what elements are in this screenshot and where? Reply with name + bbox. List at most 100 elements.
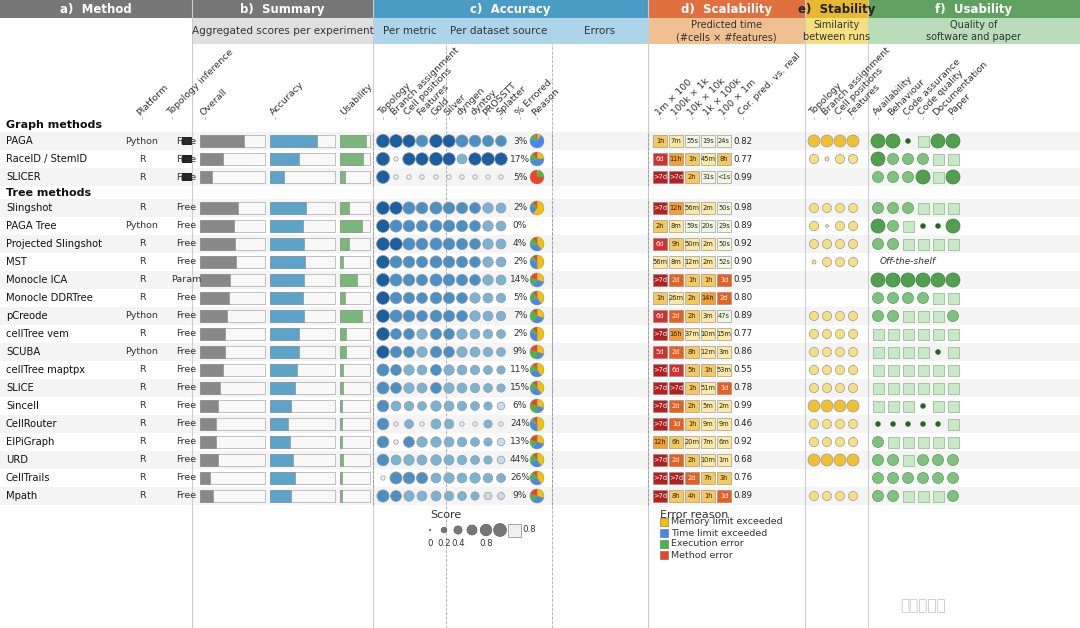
Wedge shape	[530, 244, 541, 251]
Text: Free: Free	[176, 222, 197, 230]
Circle shape	[390, 238, 402, 251]
Circle shape	[391, 328, 402, 339]
Circle shape	[888, 293, 899, 303]
Text: 45m: 45m	[701, 156, 715, 162]
Circle shape	[430, 256, 442, 268]
Circle shape	[391, 490, 402, 501]
Circle shape	[473, 175, 477, 179]
Wedge shape	[530, 472, 537, 480]
Bar	[717, 400, 731, 412]
Circle shape	[920, 224, 926, 229]
Text: 26%: 26%	[510, 474, 530, 482]
Circle shape	[469, 135, 481, 147]
Bar	[340, 171, 370, 183]
Bar	[701, 292, 715, 304]
Circle shape	[394, 175, 399, 179]
Text: 0.89: 0.89	[733, 222, 753, 230]
Text: Free: Free	[176, 203, 197, 212]
Wedge shape	[530, 273, 537, 280]
Text: 2m: 2m	[703, 205, 714, 211]
Bar	[270, 382, 295, 394]
Bar	[701, 400, 715, 412]
Bar	[200, 202, 265, 214]
Circle shape	[407, 175, 411, 179]
Circle shape	[483, 203, 494, 213]
Bar	[653, 292, 667, 304]
Text: 0.99: 0.99	[733, 173, 753, 181]
Text: Paper: Paper	[947, 92, 972, 117]
Text: 8m: 8m	[671, 259, 681, 265]
Text: 0.90: 0.90	[733, 257, 753, 266]
Circle shape	[457, 274, 468, 286]
Text: 50s: 50s	[718, 241, 730, 247]
Circle shape	[834, 135, 846, 147]
Circle shape	[417, 365, 427, 375]
Circle shape	[390, 134, 403, 148]
Text: >7d: >7d	[669, 385, 683, 391]
Bar	[0, 487, 1080, 505]
Circle shape	[497, 438, 504, 446]
Bar	[340, 328, 370, 340]
Circle shape	[888, 202, 899, 214]
Text: 31s: 31s	[702, 174, 714, 180]
Text: R: R	[138, 239, 146, 249]
Bar	[918, 436, 929, 448]
Text: R: R	[138, 492, 146, 501]
Bar	[717, 436, 731, 448]
Bar	[340, 292, 345, 304]
Text: 55s: 55s	[686, 138, 698, 144]
Bar	[340, 400, 341, 412]
Circle shape	[418, 401, 427, 411]
Bar	[340, 238, 370, 250]
Bar	[701, 490, 715, 502]
Circle shape	[377, 237, 390, 251]
Circle shape	[497, 366, 505, 374]
Bar	[701, 382, 715, 394]
Bar	[932, 490, 944, 502]
Circle shape	[946, 134, 960, 148]
Circle shape	[457, 347, 468, 357]
Bar	[0, 150, 1080, 168]
Circle shape	[836, 203, 845, 213]
Bar	[685, 436, 699, 448]
Bar	[888, 382, 899, 394]
Circle shape	[873, 202, 883, 214]
Circle shape	[931, 134, 945, 148]
Circle shape	[457, 437, 467, 447]
Bar	[903, 455, 914, 465]
Text: 1h: 1h	[688, 277, 697, 283]
Circle shape	[404, 436, 415, 447]
Text: Cell positions: Cell positions	[834, 66, 885, 117]
Text: Free: Free	[176, 330, 197, 338]
Wedge shape	[537, 399, 544, 408]
Text: Free: Free	[176, 474, 197, 482]
Text: 6%: 6%	[513, 401, 527, 411]
Circle shape	[457, 239, 468, 250]
Circle shape	[849, 365, 858, 374]
Circle shape	[821, 135, 833, 147]
Bar	[270, 256, 335, 268]
Bar	[200, 418, 216, 430]
Circle shape	[460, 175, 464, 179]
Bar	[270, 400, 291, 412]
Circle shape	[873, 490, 883, 502]
Text: 0.86: 0.86	[733, 347, 753, 357]
Circle shape	[377, 364, 389, 376]
Bar	[717, 202, 731, 214]
Bar	[200, 220, 233, 232]
Bar	[200, 238, 235, 250]
Bar	[918, 382, 929, 394]
Circle shape	[377, 310, 390, 322]
Circle shape	[457, 256, 468, 268]
Text: R: R	[138, 474, 146, 482]
Circle shape	[903, 153, 914, 165]
Bar	[903, 382, 914, 394]
Circle shape	[417, 329, 428, 339]
Text: 0%: 0%	[513, 222, 527, 230]
Text: SCUBA: SCUBA	[6, 347, 40, 357]
Circle shape	[458, 492, 467, 501]
Circle shape	[483, 239, 494, 249]
Circle shape	[946, 219, 960, 233]
Circle shape	[430, 202, 442, 214]
Text: 12h: 12h	[653, 439, 666, 445]
